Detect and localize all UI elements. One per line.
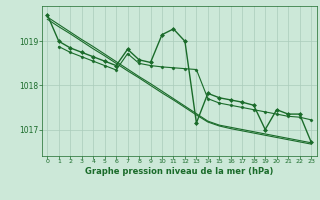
X-axis label: Graphe pression niveau de la mer (hPa): Graphe pression niveau de la mer (hPa) — [85, 167, 273, 176]
